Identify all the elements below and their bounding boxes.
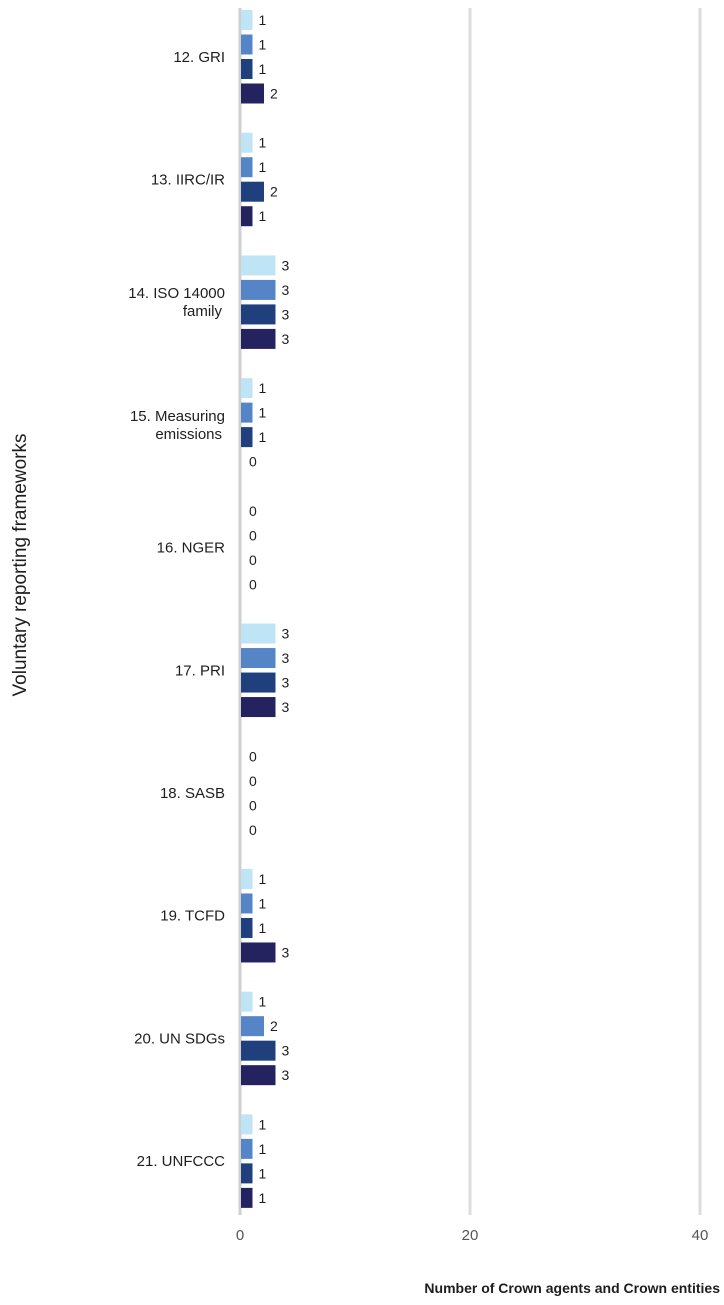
data-label: 3	[282, 699, 290, 715]
bar	[241, 672, 276, 693]
bar	[241, 942, 276, 963]
bar	[241, 34, 253, 55]
data-label: 3	[282, 1067, 290, 1083]
data-label: 0	[249, 773, 257, 789]
category-labels: 12. GRI 13. IIRC/IR 14. ISO 14000 family 15.…	[128, 49, 225, 1170]
bar	[241, 132, 253, 153]
bar	[241, 378, 253, 399]
data-label: 1	[259, 159, 267, 175]
data-label: 2	[270, 1018, 278, 1034]
data-label: 1	[259, 208, 267, 224]
data-label: 3	[282, 282, 290, 298]
bar	[241, 1065, 276, 1086]
bar	[241, 279, 276, 300]
bar	[241, 868, 253, 889]
bar	[241, 1040, 276, 1061]
data-label: 0	[249, 576, 257, 592]
data-label: 3	[282, 626, 290, 642]
category-label: 17. PRI	[175, 662, 225, 679]
bar	[241, 157, 253, 178]
data-label: 1	[259, 895, 267, 911]
category-label: 16. NGER	[157, 540, 226, 557]
data-label: 1	[259, 1116, 267, 1132]
bar	[241, 83, 264, 104]
bar	[241, 59, 253, 79]
bar	[241, 1163, 253, 1184]
data-label: 2	[270, 184, 278, 200]
category-label: 19. TCFD	[160, 908, 225, 925]
bar	[241, 1138, 253, 1159]
bar	[241, 206, 253, 227]
bar	[241, 991, 253, 1012]
data-label: 1	[259, 12, 267, 28]
bar	[241, 181, 264, 202]
x-tick-labels: 0 20 40	[236, 1227, 709, 1244]
data-label: 1	[259, 61, 267, 77]
data-label: 3	[282, 257, 290, 273]
bar	[241, 1114, 253, 1135]
bar	[241, 917, 253, 938]
bar	[241, 10, 253, 30]
data-label: 3	[282, 944, 290, 960]
data-label: 1	[259, 1141, 267, 1157]
category-label: 12. GRI	[173, 49, 225, 66]
bar	[241, 893, 253, 914]
category-label: 15. Measuring emissions	[130, 408, 225, 443]
bar	[241, 402, 253, 423]
y-axis-label: Voluntary reporting frameworks	[10, 434, 31, 697]
category-label: 13. IIRC/IR	[151, 171, 225, 188]
data-label: 1	[259, 920, 267, 936]
data-label: 1	[259, 429, 267, 445]
bar	[241, 255, 276, 276]
data-label: 1	[259, 37, 267, 53]
data-label: 3	[282, 650, 290, 666]
data-label: 1	[259, 405, 267, 421]
bar	[241, 328, 276, 349]
bars	[241, 10, 276, 1208]
category-label: 14. ISO 14000 family	[128, 285, 225, 320]
data-label: 0	[249, 503, 257, 519]
data-label: 0	[249, 822, 257, 838]
bar	[241, 697, 276, 718]
data-label: 1	[259, 871, 267, 887]
x-tick-label: 0	[236, 1227, 244, 1244]
category-label: 21. UNFCCC	[137, 1153, 226, 1170]
gridlines	[238, 8, 702, 1215]
data-label: 0	[249, 748, 257, 764]
data-label: 3	[282, 306, 290, 322]
data-label: 0	[249, 797, 257, 813]
bar	[241, 623, 276, 644]
bar	[241, 304, 276, 325]
data-label: 1	[259, 994, 267, 1010]
bar	[241, 1187, 253, 1208]
data-label: 3	[282, 1043, 290, 1059]
data-label: 1	[259, 1190, 267, 1206]
data-label: 1	[259, 135, 267, 151]
category-label: 20. UN SDGs	[134, 1030, 225, 1047]
data-label: 3	[282, 675, 290, 691]
data-label: 0	[249, 527, 257, 543]
x-tick-label: 20	[462, 1227, 479, 1244]
data-label: 3	[282, 331, 290, 347]
x-tick-label: 40	[692, 1227, 709, 1244]
x-axis-label: Number of Crown agents and Crown entitie…	[424, 1280, 720, 1296]
category-label: 18. SASB	[160, 785, 225, 802]
bar	[241, 1016, 264, 1037]
bar	[241, 648, 276, 669]
data-label: 2	[270, 86, 278, 102]
data-label: 1	[259, 380, 267, 396]
data-label: 1	[259, 1165, 267, 1181]
bar	[241, 427, 253, 448]
data-label: 0	[249, 454, 257, 470]
data-label: 0	[249, 552, 257, 568]
